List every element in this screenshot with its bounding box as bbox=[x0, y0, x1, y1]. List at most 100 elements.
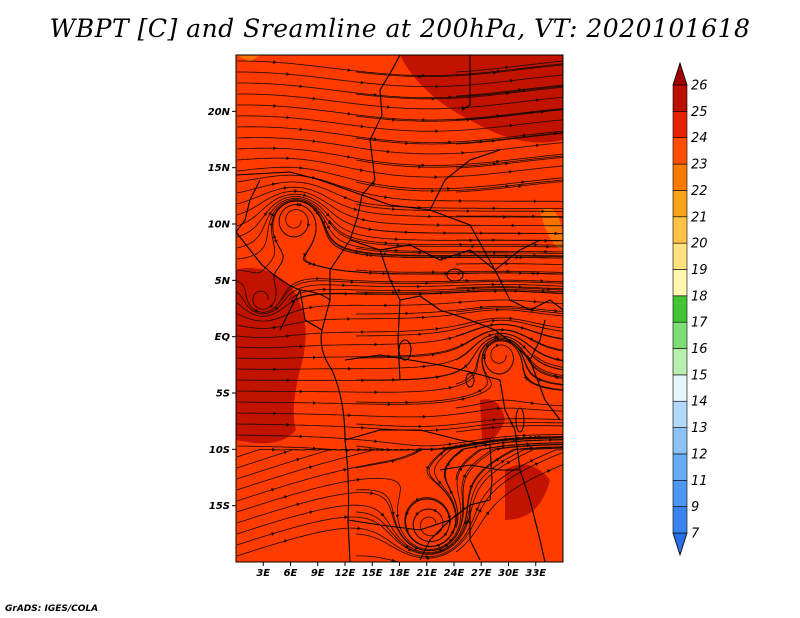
colorbar-segment bbox=[672, 348, 688, 376]
streamline-arrow bbox=[356, 477, 361, 482]
streamline-arrow bbox=[496, 159, 500, 164]
streamline bbox=[236, 126, 563, 143]
streamline-arrow bbox=[269, 304, 273, 309]
streamline-arrow bbox=[448, 336, 453, 341]
streamline bbox=[355, 132, 563, 145]
streamline-arrow bbox=[431, 352, 436, 357]
streamline bbox=[456, 215, 563, 217]
streamline-arrow bbox=[283, 495, 288, 499]
colorbar-label: 23 bbox=[691, 158, 708, 173]
streamline-arrow bbox=[286, 422, 290, 427]
field-region bbox=[540, 208, 563, 250]
streamline-arrow bbox=[391, 207, 396, 211]
field-region bbox=[236, 267, 306, 444]
streamline-arrow bbox=[479, 231, 484, 236]
streamline-arrow bbox=[440, 255, 445, 260]
streamline-arrow bbox=[522, 133, 527, 138]
streamline-arrow bbox=[505, 65, 509, 70]
streamline bbox=[455, 307, 563, 314]
streamline bbox=[355, 269, 563, 273]
streamline-arrow bbox=[554, 231, 558, 236]
streamline-arrow bbox=[359, 168, 364, 172]
border-line bbox=[347, 519, 451, 531]
colorbar-label: 22 bbox=[691, 184, 708, 199]
streamline-arrow bbox=[273, 367, 277, 372]
streamline-arrow bbox=[417, 284, 421, 289]
streamline-arrow bbox=[493, 70, 497, 75]
border-line bbox=[494, 239, 541, 271]
streamline-arrow bbox=[296, 502, 301, 507]
streamline bbox=[455, 132, 563, 145]
colorbar-segment bbox=[672, 506, 688, 534]
streamline bbox=[455, 337, 563, 385]
streamline bbox=[236, 186, 563, 218]
streamline-arrow bbox=[254, 308, 259, 313]
streamline bbox=[456, 263, 563, 265]
streamline-arrow bbox=[546, 469, 551, 473]
streamline bbox=[356, 339, 563, 403]
streamline-arrow bbox=[530, 401, 535, 406]
streamline-arrow bbox=[490, 323, 494, 327]
colorbar-label: 12 bbox=[691, 447, 708, 462]
streamline-arrow bbox=[360, 80, 365, 85]
streamline-arrow bbox=[435, 375, 440, 380]
streamline-arrow bbox=[458, 467, 463, 471]
streamline-arrow bbox=[313, 208, 317, 212]
streamline-arrow bbox=[506, 461, 511, 465]
streamline-arrow bbox=[296, 457, 300, 462]
streamline-arrow bbox=[425, 281, 429, 286]
streamline-arrow bbox=[482, 355, 487, 360]
colorbar-segment bbox=[672, 427, 688, 455]
streamline-arrow bbox=[418, 250, 422, 255]
streamline-arrow bbox=[463, 364, 468, 369]
streamline-arrow bbox=[496, 307, 500, 312]
streamline-arrow bbox=[448, 442, 453, 447]
streamline-arrow bbox=[360, 124, 365, 129]
streamline-arrow bbox=[492, 206, 496, 211]
streamline-arrow bbox=[415, 512, 420, 516]
streamline-arrow bbox=[511, 223, 516, 228]
streamline bbox=[281, 280, 563, 301]
streamline-arrow bbox=[299, 127, 303, 132]
streamline-arrow bbox=[458, 300, 463, 305]
streamline-arrow bbox=[506, 269, 510, 274]
streamline-arrow bbox=[374, 439, 378, 444]
streamline bbox=[237, 60, 563, 76]
streamline bbox=[455, 333, 563, 362]
colorbar-label: 16 bbox=[691, 342, 708, 357]
longitude-axis: 3E 6E 9E 12E 15E 18E 21E 24E 27E 30E 33E bbox=[256, 562, 546, 579]
streamline-arrow bbox=[396, 243, 400, 248]
colorbar-label: 21 bbox=[691, 210, 708, 225]
streamline bbox=[455, 181, 563, 193]
streamline bbox=[355, 86, 563, 100]
streamline bbox=[237, 115, 563, 132]
colorbar-segment bbox=[672, 137, 688, 165]
streamline bbox=[355, 555, 401, 562]
streamline-arrow bbox=[540, 279, 544, 283]
streamline-arrow bbox=[344, 515, 348, 520]
streamline-arrow bbox=[438, 480, 442, 485]
streamlines bbox=[236, 60, 563, 562]
field-region bbox=[236, 55, 260, 62]
streamline bbox=[237, 71, 563, 87]
streamline bbox=[236, 290, 563, 317]
streamline bbox=[533, 354, 563, 368]
streamline-arrow bbox=[299, 434, 303, 439]
grads-credit: GrADS: IGES/COLA bbox=[5, 604, 99, 614]
streamline bbox=[237, 104, 563, 121]
streamline-arrow bbox=[547, 287, 551, 292]
streamline bbox=[356, 306, 563, 315]
streamline-arrow bbox=[392, 117, 396, 122]
streamline-arrow bbox=[506, 91, 510, 96]
streamline bbox=[355, 155, 563, 168]
streamline-arrow bbox=[308, 465, 313, 470]
border-line bbox=[529, 319, 546, 361]
streamline-arrow bbox=[312, 446, 317, 451]
streamline-arrow bbox=[387, 402, 391, 407]
streamline bbox=[455, 108, 563, 121]
border-line bbox=[429, 149, 501, 211]
lon-tick-label: 12E bbox=[335, 568, 356, 579]
streamline-arrow bbox=[361, 378, 365, 383]
colorbar-segment bbox=[672, 163, 688, 191]
lon-tick-label: 3E bbox=[256, 568, 270, 579]
